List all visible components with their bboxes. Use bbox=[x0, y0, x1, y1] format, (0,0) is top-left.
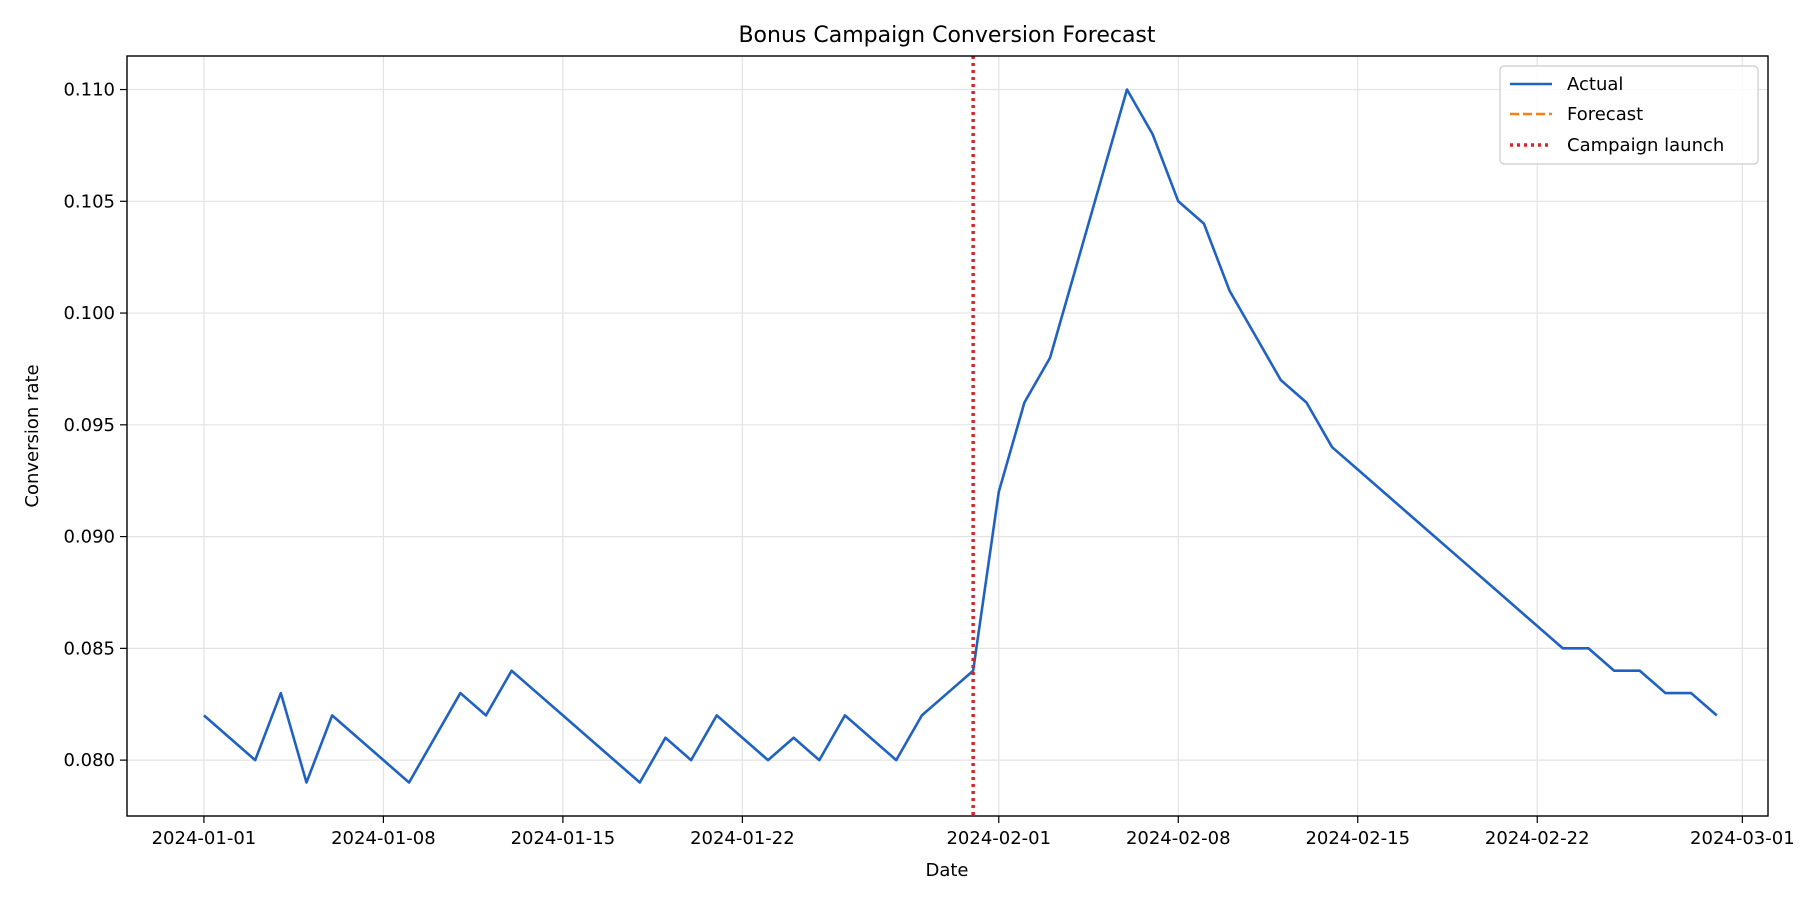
y-tick-label: 0.090 bbox=[63, 527, 115, 548]
x-tick-label: 2024-02-15 bbox=[1305, 828, 1410, 849]
x-tick-label: 2024-02-22 bbox=[1485, 828, 1590, 849]
y-tick-label: 0.095 bbox=[63, 415, 115, 436]
x-tick-label: 2024-03-01 bbox=[1690, 828, 1795, 849]
plot-frame bbox=[126, 55, 1769, 817]
legend-label-forecast: Forecast bbox=[1567, 104, 1643, 125]
x-tick-label: 2024-01-08 bbox=[331, 828, 436, 849]
legend-label-actual: Actual bbox=[1567, 74, 1623, 95]
chart-title: Bonus Campaign Conversion Forecast bbox=[738, 23, 1155, 48]
x-axis-label: Date bbox=[925, 860, 968, 881]
x-tick-label: 2024-02-08 bbox=[1126, 828, 1231, 849]
x-tick-label: 2024-01-15 bbox=[511, 828, 616, 849]
series-lines bbox=[203, 88, 1718, 784]
legend: Actual Forecast Campaign launch bbox=[1499, 65, 1759, 165]
legend-box bbox=[1499, 65, 1759, 165]
y-tick-label: 0.085 bbox=[63, 638, 115, 659]
y-tick-label: 0.105 bbox=[63, 191, 115, 212]
y-tick-label: 0.110 bbox=[63, 80, 115, 101]
series-line-actual bbox=[203, 88, 1718, 784]
grid-lines bbox=[127, 56, 1768, 816]
y-tick-label: 0.080 bbox=[63, 750, 115, 771]
x-tick-label: 2024-01-01 bbox=[152, 828, 257, 849]
y-axis-label: Conversion rate bbox=[22, 364, 43, 507]
x-tick-label: 2024-02-01 bbox=[946, 828, 1051, 849]
y-tick-label: 0.100 bbox=[63, 303, 115, 324]
x-tick-label: 2024-01-22 bbox=[690, 828, 795, 849]
legend-label-campaign-launch: Campaign launch bbox=[1567, 135, 1724, 156]
y-axis-ticks: 0.080 0.085 0.090 0.095 0.100 0.105 0.110 bbox=[63, 80, 127, 771]
x-axis-ticks: 2024-01-01 2024-01-08 2024-01-15 2024-01-22… bbox=[152, 816, 1795, 849]
